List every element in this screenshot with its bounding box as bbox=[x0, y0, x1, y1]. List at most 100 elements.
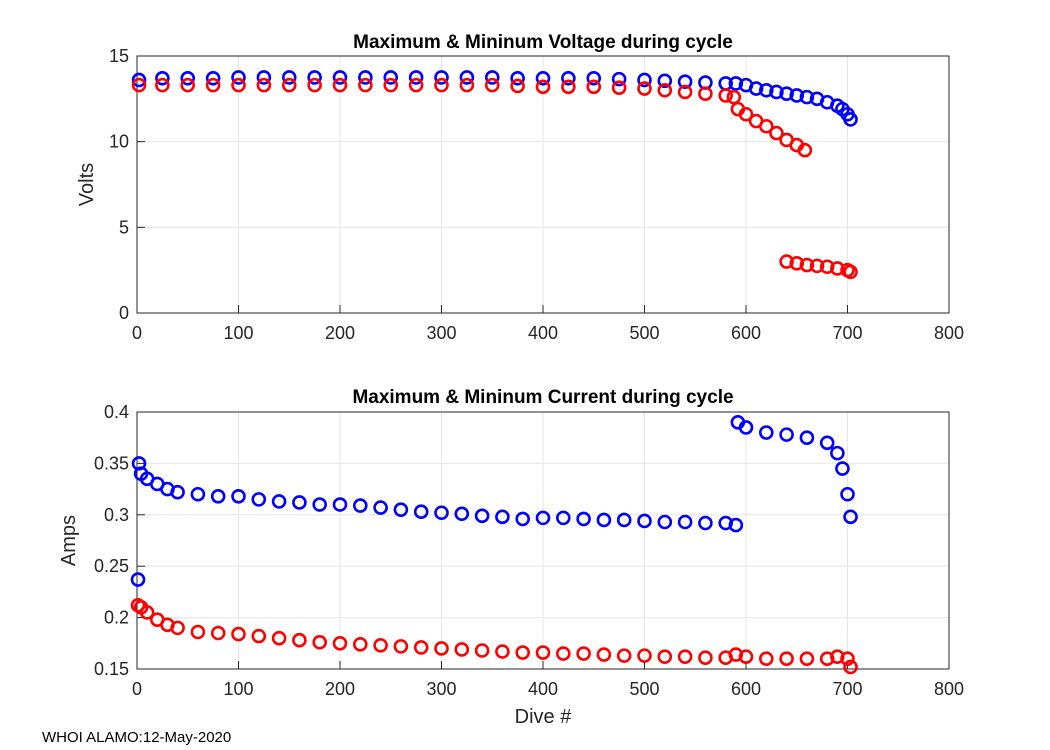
current-maximum-point bbox=[677, 514, 693, 530]
current-series-minimum bbox=[130, 597, 858, 675]
current-minimum-point bbox=[616, 648, 632, 663]
current-minimum-point bbox=[677, 649, 693, 664]
current-minimum-point bbox=[819, 651, 835, 667]
current-maximum-point bbox=[373, 500, 388, 515]
current-minimum-point bbox=[352, 637, 368, 652]
voltage-maximum-point bbox=[728, 76, 744, 91]
current-minimum-point bbox=[637, 648, 652, 663]
current-series-maximum bbox=[130, 414, 858, 587]
current-minimum-point bbox=[495, 644, 510, 659]
voltage-maximum-point bbox=[677, 74, 693, 89]
voltage-maximum-point bbox=[332, 70, 348, 85]
current-maximum-point bbox=[555, 510, 571, 526]
voltage-x-tick-label: 400 bbox=[528, 323, 558, 343]
current-minimum-point bbox=[830, 649, 845, 664]
current-maximum-point bbox=[312, 497, 328, 512]
current-maximum-point bbox=[840, 486, 855, 502]
voltage-minimum-point bbox=[358, 77, 373, 93]
current-x-tick-label: 700 bbox=[832, 679, 862, 699]
voltage-maximum-point bbox=[231, 70, 246, 85]
current-maximum-point bbox=[413, 504, 429, 520]
voltage-maximum-point bbox=[408, 70, 424, 85]
voltage-y-tick-label: 10 bbox=[109, 132, 129, 152]
voltage-maximum-point bbox=[657, 73, 673, 89]
current-maximum-point bbox=[130, 572, 146, 587]
voltage-maximum-point bbox=[748, 81, 764, 96]
current-y-tick-label: 0.15 bbox=[94, 659, 129, 679]
current-x-tick-label: 300 bbox=[426, 679, 456, 699]
current-maximum-point bbox=[393, 502, 409, 517]
voltage-minimum-point bbox=[561, 79, 576, 95]
current-maximum-point bbox=[292, 495, 307, 510]
current-maximum-point bbox=[698, 515, 713, 531]
voltage-minimum-point bbox=[637, 81, 652, 96]
voltage-maximum-point bbox=[799, 89, 815, 105]
current-minimum-point bbox=[271, 630, 287, 646]
current-maximum-point bbox=[190, 486, 206, 502]
voltage-minimum-point bbox=[408, 77, 424, 93]
voltage-chart-title: Maximum & Mininum Voltage during cycle bbox=[353, 32, 733, 53]
current-maximum-point bbox=[535, 510, 551, 526]
voltage-minimum-point bbox=[843, 264, 858, 280]
voltage-minimum-point bbox=[611, 80, 627, 95]
voltage-x-tick-label: 700 bbox=[832, 323, 862, 343]
current-minimum-point bbox=[231, 626, 246, 642]
current-maximum-point bbox=[830, 445, 845, 461]
voltage-minimum-point bbox=[718, 88, 734, 103]
voltage-maximum-point bbox=[281, 70, 297, 85]
voltage-maximum-point bbox=[510, 70, 525, 86]
current-y-axis-label: Amps bbox=[58, 515, 80, 566]
current-maximum-point bbox=[231, 488, 246, 504]
voltage-y-axis-label: Volts bbox=[76, 163, 98, 206]
voltage-minimum-point bbox=[809, 258, 825, 274]
voltage-maximum-point bbox=[637, 72, 652, 88]
current-maximum-point bbox=[170, 484, 185, 500]
voltage-maximum-point bbox=[769, 84, 784, 100]
current-minimum-point bbox=[799, 651, 815, 667]
current-maximum-point bbox=[576, 511, 591, 527]
current-minimum-point bbox=[779, 651, 794, 667]
voltage-maximum-point bbox=[758, 82, 774, 98]
voltage-markers bbox=[131, 70, 858, 280]
current-minimum-point bbox=[843, 659, 858, 675]
current-maximum-point bbox=[799, 430, 815, 446]
voltage-minimum-point bbox=[256, 77, 272, 93]
current-minimum-point bbox=[535, 645, 551, 660]
current-minimum-point bbox=[454, 642, 470, 657]
voltage-maximum-point bbox=[484, 70, 500, 85]
current-minimum-point bbox=[292, 632, 307, 648]
voltage-series-maximum bbox=[131, 70, 858, 127]
current-x-tick-label: 400 bbox=[528, 679, 558, 699]
voltage-minimum-point bbox=[459, 77, 475, 93]
voltage-maximum-point bbox=[611, 71, 627, 87]
voltage-minimum-point bbox=[484, 77, 500, 93]
voltage-minimum-point bbox=[758, 118, 774, 134]
voltage-maximum-point bbox=[779, 86, 794, 101]
voltage-minimum-point bbox=[510, 78, 525, 94]
voltage-minimum-point bbox=[830, 261, 845, 276]
current-minimum-point bbox=[596, 647, 612, 662]
current-minimum-point bbox=[434, 641, 449, 656]
voltage-minimum-point bbox=[779, 254, 794, 269]
voltage-maximum-point bbox=[434, 70, 449, 85]
voltage-maximum-point bbox=[131, 72, 147, 88]
voltage-series-minimum bbox=[131, 77, 858, 280]
voltage-minimum-point bbox=[155, 77, 170, 93]
voltage-x-tick-label: 300 bbox=[426, 323, 456, 343]
current-minimum-point bbox=[332, 635, 348, 651]
footer-stamp: WHOI ALAMO:12-May-2020 bbox=[42, 729, 231, 746]
voltage-maximum-point bbox=[358, 70, 373, 85]
current-x-tick-label: 0 bbox=[132, 679, 142, 699]
current-y-tick-label: 0.25 bbox=[94, 556, 129, 576]
voltage-minimum-point bbox=[383, 77, 399, 93]
voltage-minimum-point bbox=[205, 77, 221, 93]
voltage-minimum-point bbox=[698, 86, 713, 101]
voltage-minimum-point bbox=[677, 84, 693, 100]
current-maximum-point bbox=[271, 494, 287, 509]
voltage-maximum-point bbox=[789, 88, 805, 103]
current-minimum-point bbox=[251, 628, 267, 644]
current-markers bbox=[130, 414, 858, 675]
voltage-minimum-point bbox=[131, 77, 147, 93]
